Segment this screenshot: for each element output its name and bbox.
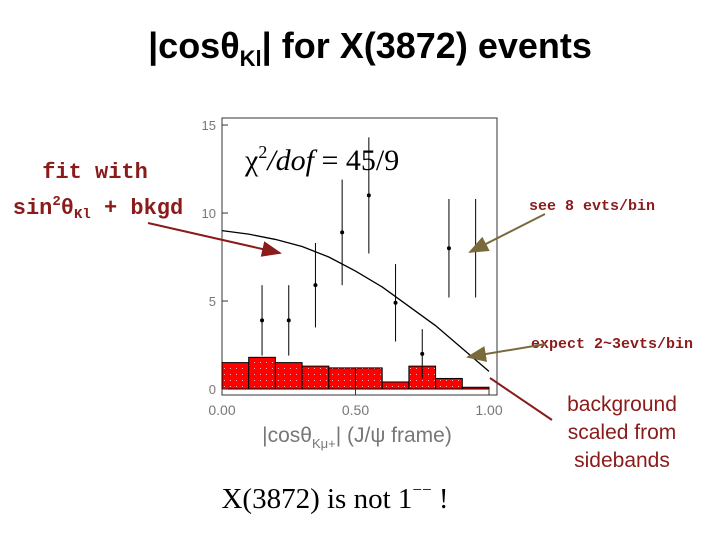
- background-bar: [274, 362, 303, 390]
- title-part: θ: [220, 25, 239, 66]
- data-point: [366, 193, 371, 198]
- expect-note: expect 2~3evts/bin: [531, 336, 693, 353]
- note-part: χ: [244, 144, 259, 177]
- background-bar: [248, 356, 276, 390]
- background-bar: [354, 367, 383, 390]
- data-point: [313, 283, 318, 288]
- label-part: | (J/ψ frame): [336, 424, 452, 447]
- x-tick-label: 1.00: [475, 402, 502, 418]
- label-part: θ: [300, 424, 312, 447]
- data-point: [286, 318, 291, 323]
- note-sup: −−: [412, 480, 431, 499]
- plot-frame: [221, 117, 498, 396]
- arrow: [147, 222, 282, 257]
- fit-note: fit with: [42, 160, 148, 185]
- background-bar: [381, 381, 410, 390]
- see-note: see 8 evts/bin: [529, 198, 655, 215]
- data-point: [340, 230, 345, 235]
- background-bar: [435, 377, 463, 390]
- background-bar: [301, 365, 330, 390]
- x-tick-label: 0.00: [208, 402, 235, 418]
- conclusion: X(3872) is not 1−− !: [221, 480, 448, 515]
- note-part: sin: [13, 196, 53, 221]
- data-point: [420, 351, 425, 356]
- fit-note: sin2θKl + bkgd: [13, 194, 183, 223]
- title-sub: Kl: [240, 46, 262, 71]
- title-part: | for X(3872) events: [262, 25, 592, 67]
- y-tick-label: 0: [209, 382, 216, 397]
- y-tick-label: 5: [209, 294, 216, 309]
- background-bar: [328, 367, 356, 390]
- arrow: [466, 343, 547, 362]
- note-part: θ: [61, 196, 74, 221]
- background-note: scaled from: [568, 421, 677, 444]
- note-part: = 45/9: [314, 144, 399, 177]
- x-tick-label: 0.50: [342, 402, 369, 418]
- y-tick-label: 15: [202, 118, 216, 133]
- arrow: [489, 377, 553, 421]
- background-note: sidebands: [574, 449, 670, 472]
- y-tick-label: 10: [202, 206, 216, 221]
- note-sup: 2: [258, 142, 267, 162]
- chi2-note: χ2/dof = 45/9: [244, 142, 399, 177]
- fit-curve: [221, 229, 490, 372]
- arrow: [468, 213, 546, 253]
- label-part: |cos: [262, 424, 300, 447]
- note-sub: Kl: [74, 207, 91, 223]
- x-axis-label: |cosθKμ+| (J/ψ frame): [262, 424, 452, 451]
- note-part: + bkgd: [91, 196, 183, 221]
- slide-title: |cosθKl| for X(3872) events: [148, 25, 592, 71]
- data-point: [393, 300, 398, 305]
- plot: 0 5 10 15 0.00 0.50 1.00: [202, 117, 503, 418]
- data-point: [446, 246, 451, 251]
- data-point: [260, 318, 265, 323]
- background-bar: [221, 362, 250, 390]
- background-note: background: [567, 393, 677, 416]
- background-bar: [461, 386, 490, 390]
- label-sub: Kμ+: [312, 436, 336, 451]
- title-part: |cos: [148, 25, 220, 67]
- note-part: /dof: [265, 144, 317, 177]
- note-part: !: [432, 483, 449, 515]
- note-part: X(3872) is not 1: [221, 483, 412, 515]
- note-sup: 2: [52, 194, 60, 210]
